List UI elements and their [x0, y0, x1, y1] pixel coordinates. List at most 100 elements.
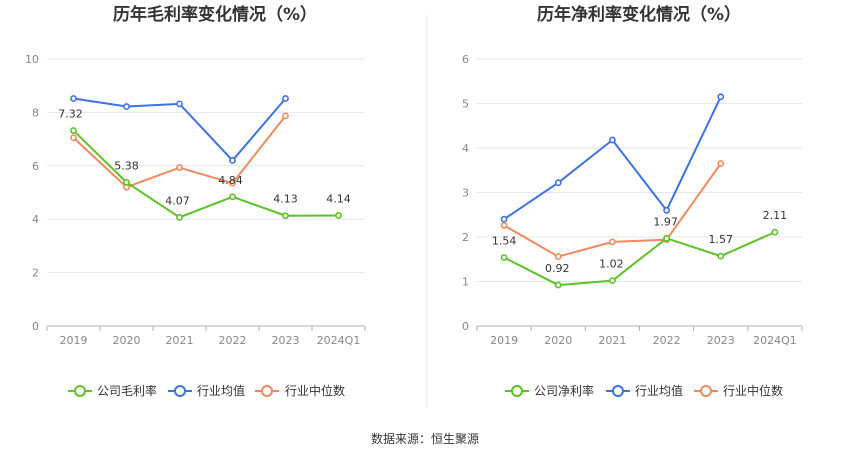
data-label: 4.14 [326, 192, 351, 205]
y-tick-label: 3 [462, 187, 469, 200]
chart-title: 历年毛利率变化情况（%） [113, 4, 317, 25]
gross-margin-chart: 历年毛利率变化情况（%） 0 2 4 6 8 10 2019 2020 2021 2022 2023… [25, 4, 366, 398]
data-point[interactable] [123, 103, 130, 110]
x-tick-label: 2022 [219, 334, 247, 347]
legend-circle-icon [174, 385, 186, 397]
legend-item-company[interactable]: 公司毛利率 [68, 383, 157, 398]
y-tick-label: 6 [462, 53, 469, 66]
legend-label: 行业中位数 [723, 383, 783, 398]
data-point[interactable] [717, 252, 725, 260]
data-label: 2.11 [763, 209, 788, 222]
legend-label: 行业均值 [635, 383, 683, 398]
data-point[interactable] [176, 100, 183, 108]
industry-avg-series [70, 95, 289, 164]
legend-circle-icon [700, 385, 712, 397]
data-point[interactable] [609, 136, 616, 144]
legend-circle-icon [261, 385, 273, 397]
data-point[interactable] [717, 160, 725, 167]
y-tick-label: 0 [462, 320, 469, 333]
series-line [72, 115, 287, 189]
industry-avg-series [500, 93, 725, 223]
data-point[interactable] [500, 215, 508, 223]
data-point[interactable] [554, 253, 562, 260]
data-point[interactable] [176, 164, 183, 172]
net-margin-chart: 历年净利率变化情况（%） 0 1 2 3 4 5 6 2019 2020 2021 2022 2023… [462, 4, 803, 398]
plot-area: 0 1 2 3 4 5 6 2019 2020 2021 2022 2023 2024Q1 1.54 0.9… [462, 53, 803, 347]
y-tick-label: 10 [25, 53, 39, 66]
data-point[interactable] [176, 213, 183, 221]
legend-item-industry-median[interactable]: 行业中位数 [255, 383, 345, 398]
x-tick-label: 2020 [113, 334, 141, 347]
data-point[interactable] [717, 93, 725, 101]
x-tick-label: 2021 [166, 334, 194, 347]
company-series: 1.54 0.92 1.02 1.97 1.57 2.11 [492, 209, 788, 289]
y-tick-label: 1 [462, 276, 469, 289]
data-point[interactable] [500, 222, 508, 229]
x-tick-label: 2023 [707, 334, 735, 347]
y-tick-label: 6 [32, 160, 39, 173]
data-label: 4.13 [273, 193, 298, 206]
data-label: 1.54 [492, 234, 517, 247]
legend-item-industry-median[interactable]: 行业中位数 [694, 383, 783, 398]
data-point[interactable] [554, 281, 562, 289]
data-point[interactable] [609, 238, 616, 246]
legend: 公司净利率 行业均值 行业中位数 [505, 383, 783, 398]
x-tick-label: 2022 [653, 334, 681, 347]
data-point[interactable] [500, 254, 508, 261]
y-tick-label: 2 [462, 231, 469, 244]
legend: 公司毛利率 行业均值 行业中位数 [68, 383, 345, 398]
legend-circle-icon [612, 385, 624, 397]
source-note: 数据来源：恒生聚源 [371, 431, 479, 446]
y-tick-label: 4 [32, 213, 39, 226]
data-label: 1.57 [709, 233, 734, 246]
legend-label: 公司毛利率 [97, 383, 157, 398]
series-line [503, 96, 722, 221]
series-line [503, 231, 776, 287]
data-point[interactable] [663, 234, 670, 242]
x-tick-label: 2024Q1 [317, 334, 361, 347]
legend-circle-icon [511, 385, 523, 397]
data-label: 1.97 [653, 215, 678, 228]
data-label: 0.92 [545, 262, 570, 275]
data-point[interactable] [335, 212, 342, 219]
legend-label: 行业中位数 [285, 383, 345, 398]
y-tick-label: 5 [462, 98, 469, 111]
legend-circle-icon [74, 385, 86, 397]
x-tick-label: 2021 [598, 334, 626, 347]
legend-item-company[interactable]: 公司净利率 [505, 383, 594, 398]
x-tick-label: 2020 [544, 334, 572, 347]
y-tick-label: 0 [32, 320, 39, 333]
data-point[interactable] [70, 134, 77, 142]
data-label: 4.07 [165, 194, 190, 207]
data-point[interactable] [771, 228, 779, 236]
data-point[interactable] [554, 179, 562, 187]
data-point[interactable] [609, 277, 616, 285]
industry-median-series [500, 160, 725, 260]
x-tick-label: 2024Q1 [753, 334, 797, 347]
data-point[interactable] [70, 95, 77, 102]
legend-label: 公司净利率 [534, 383, 594, 398]
x-tick-label: 2019 [490, 334, 518, 347]
legend-item-industry-avg[interactable]: 行业均值 [606, 383, 683, 398]
data-point[interactable] [229, 179, 236, 187]
data-point[interactable] [123, 178, 130, 186]
data-point[interactable] [229, 157, 236, 164]
plot-area: 0 2 4 6 8 10 2019 2020 2021 2022 2023 2024Q1 7.32 5.3… [25, 53, 366, 347]
x-tick-label: 2023 [272, 334, 300, 347]
data-point[interactable] [282, 95, 289, 102]
data-point[interactable] [229, 193, 236, 201]
data-point[interactable] [282, 212, 289, 220]
data-point[interactable] [70, 127, 77, 134]
data-point[interactable] [282, 112, 289, 120]
data-point[interactable] [663, 206, 670, 214]
series-line [73, 97, 287, 162]
y-tick-label: 2 [32, 267, 39, 280]
legend-item-industry-avg[interactable]: 行业均值 [168, 383, 245, 398]
y-tick-label: 4 [462, 142, 469, 155]
data-label: 7.32 [58, 108, 83, 121]
series-line [72, 129, 339, 219]
data-label: 1.02 [599, 258, 624, 271]
x-tick-label: 2019 [60, 334, 88, 347]
industry-median-series [70, 112, 289, 191]
